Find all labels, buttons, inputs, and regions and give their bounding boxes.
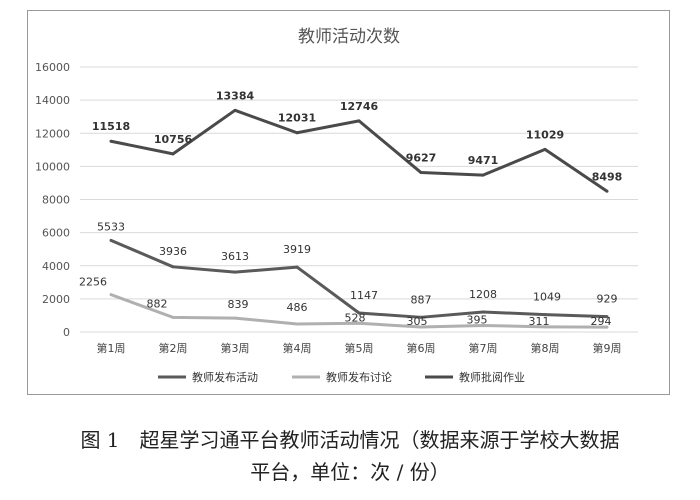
series-line-3 (110, 108, 608, 193)
data-point-s1 (109, 238, 113, 242)
data-label-s2: 882 (147, 297, 168, 310)
data-point-s3 (543, 147, 547, 151)
data-point-s1 (295, 265, 299, 269)
data-point-s3 (171, 152, 175, 156)
data-label-s2: 305 (407, 315, 428, 328)
data-label-s3: 10756 (154, 133, 193, 146)
data-point-s1 (481, 310, 485, 314)
data-point-s1 (233, 270, 237, 274)
y-tick-label: 8000 (42, 194, 70, 207)
data-point-s2 (419, 325, 423, 329)
data-point-s2 (109, 293, 113, 297)
x-tick-label: 第1周 (97, 341, 126, 355)
data-point-s2 (357, 321, 361, 325)
data-label-s2: 294 (591, 315, 612, 328)
data-label-s3: 13384 (216, 89, 255, 102)
data-label-s2: 395 (467, 313, 488, 326)
data-point-s3 (233, 108, 237, 112)
data-point-s3 (481, 173, 485, 177)
x-tick-label: 第8周 (531, 341, 560, 355)
data-point-s1 (419, 315, 423, 319)
data-label-s1: 3613 (221, 250, 249, 263)
data-point-s1 (543, 313, 547, 317)
x-tick-label: 第9周 (593, 341, 622, 355)
x-tick-label: 第6周 (407, 341, 436, 355)
data-point-s1 (357, 311, 361, 315)
chart-title: 教师活动次数 (298, 27, 400, 47)
data-point-s2 (295, 322, 299, 326)
x-tick-label: 第2周 (159, 341, 188, 355)
data-point-s3 (109, 139, 113, 143)
data-label-s1: 3919 (283, 243, 311, 256)
x-tick-label: 第3周 (221, 341, 250, 355)
data-label-s3: 12746 (340, 100, 379, 113)
legend-label-2: 教师发布讨论 (326, 370, 392, 384)
x-tick-label: 第4周 (283, 341, 312, 355)
data-label-s1: 887 (411, 293, 432, 306)
data-label-s1: 929 (597, 293, 618, 306)
y-tick-label: 12000 (35, 127, 70, 140)
data-point-s2 (233, 316, 237, 320)
data-label-s1: 1208 (469, 288, 497, 301)
data-label-s1: 1049 (533, 291, 561, 304)
data-point-s3 (419, 171, 423, 175)
figure-caption-line2: 平台，单位：次 / 份） (250, 460, 450, 484)
y-tick-label: 14000 (35, 94, 70, 107)
data-point-s3 (357, 119, 361, 123)
legend-label-3: 教师批阅作业 (459, 370, 525, 384)
y-tick-label: 4000 (42, 260, 70, 273)
data-point-s3 (605, 189, 609, 193)
data-label-s2: 2256 (79, 276, 107, 289)
legend-label-1: 教师发布活动 (192, 370, 258, 384)
y-tick-label: 2000 (42, 293, 70, 306)
y-tick-label: 16000 (35, 61, 70, 74)
data-label-s2: 839 (228, 298, 249, 311)
data-label-s2: 311 (529, 315, 550, 328)
y-tick-label: 0 (63, 326, 70, 339)
y-tick-label: 10000 (35, 160, 70, 173)
line-chart: 教师活动次数 0 2000 4000 6000 8000 10000 12000 14000 16… (35, 27, 638, 384)
y-tick-label: 6000 (42, 227, 70, 240)
chart-frame (27, 10, 670, 395)
data-label-s3: 11029 (526, 128, 564, 141)
data-point-s2 (171, 315, 175, 319)
data-label-s1: 5533 (97, 220, 125, 233)
data-label-s3: 11518 (92, 120, 130, 133)
data-point-s1 (171, 265, 175, 269)
data-label-s1: 3936 (159, 245, 187, 258)
data-label-s1: 1147 (350, 289, 378, 302)
data-point-s1 (605, 315, 609, 319)
data-point-s3 (295, 131, 299, 135)
data-label-s3: 9627 (406, 152, 437, 165)
x-tick-label: 第5周 (345, 341, 374, 355)
figure-caption-line1: 图 1 超星学习通平台教师活动情况（数据来源于学校大数据 (80, 428, 620, 452)
data-label-s3: 8498 (592, 170, 623, 183)
data-label-s3: 9471 (468, 154, 499, 167)
data-point-s2 (481, 323, 485, 327)
data-point-s2 (543, 325, 547, 329)
data-label-s3: 12031 (278, 112, 316, 125)
data-label-s2: 528 (345, 311, 366, 324)
data-label-s2: 486 (287, 301, 308, 314)
x-tick-label: 第7周 (469, 341, 498, 355)
data-point-s2 (605, 325, 609, 329)
